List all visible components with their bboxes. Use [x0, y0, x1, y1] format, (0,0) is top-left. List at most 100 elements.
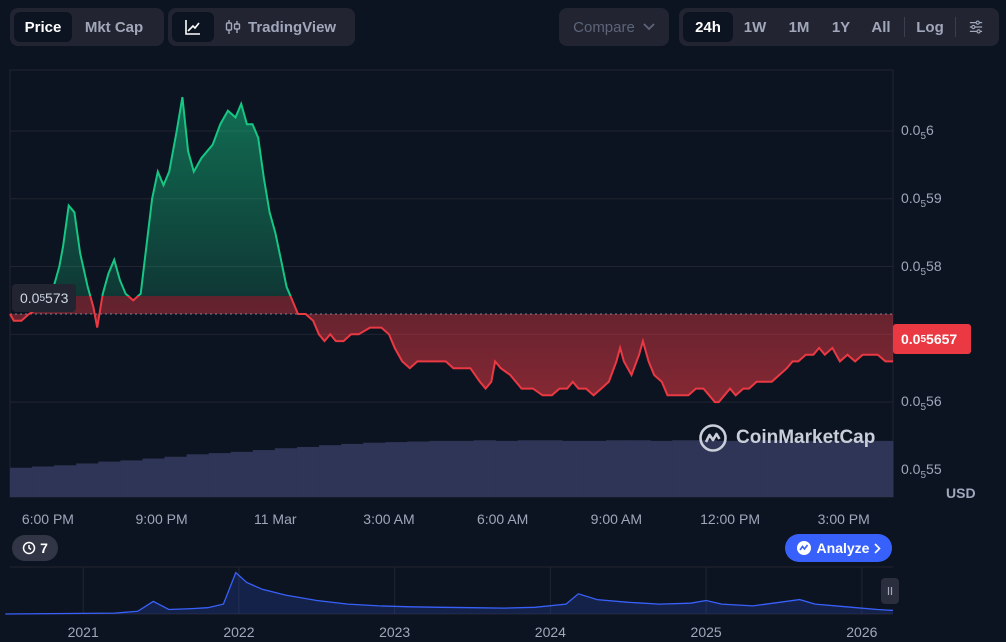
volume-bar	[650, 440, 673, 497]
range-all[interactable]: All	[871, 18, 891, 36]
volume-bar	[142, 458, 166, 497]
current-price-zeros: 5	[920, 333, 927, 345]
open-price-tag: 0.0 5 573	[12, 284, 77, 312]
analyze-button[interactable]: Analyze	[785, 534, 892, 562]
chart-style-toggle: TradingView	[168, 8, 355, 46]
volume-bar	[782, 440, 806, 497]
volume-bar	[385, 442, 408, 497]
volume-bar	[760, 440, 784, 497]
chevron-down-icon	[643, 23, 655, 31]
navigator-year-label: 2021	[67, 624, 99, 640]
x-tick-label: 6:00 AM	[476, 511, 529, 527]
analyze-label: Analyze	[816, 540, 870, 556]
price-line-up	[48, 96, 292, 296]
y-tick-label: 0.0559	[901, 189, 942, 210]
range-1w[interactable]: 1W	[743, 18, 767, 36]
history-count: 7	[40, 540, 48, 556]
area-above-open	[49, 97, 291, 296]
range-1y[interactable]: 1Y	[831, 18, 851, 36]
y-tick-label: 0.0555	[901, 460, 942, 481]
volume-bar	[451, 440, 475, 497]
volume-bar	[120, 460, 143, 497]
navigator-handle[interactable]	[881, 578, 899, 604]
range-selector: 24h 1W 1M 1Y All Log	[679, 8, 999, 46]
compare-label: Compare	[573, 18, 635, 36]
open-price-prefix: 0.0	[20, 290, 40, 306]
currency-label: USD	[946, 485, 976, 501]
volume-bar	[517, 440, 541, 497]
volume-bar	[341, 443, 364, 497]
log-toggle[interactable]: Log	[916, 18, 944, 36]
y-tick-label: 0.0556	[901, 393, 942, 413]
navigator[interactable]	[5, 566, 894, 615]
volume-bar	[274, 448, 298, 497]
volume-bar	[694, 440, 717, 497]
volume-bar	[826, 440, 850, 497]
analyze-icon	[796, 541, 811, 555]
candlestick-icon	[225, 20, 241, 34]
volume-bar	[804, 440, 828, 497]
tab-mkt-cap[interactable]: Mkt Cap	[84, 18, 144, 36]
x-tick-label: 3:00 AM	[363, 511, 415, 527]
history-badge[interactable]: 7	[12, 535, 58, 561]
area-below-open	[10, 296, 893, 403]
volume-bar	[76, 463, 99, 497]
grip-icon	[887, 587, 893, 595]
sliders-icon	[969, 20, 983, 34]
volume-bar	[473, 440, 497, 497]
volume-bar	[429, 440, 452, 497]
volume-bar	[230, 451, 254, 497]
x-tick-label: 6:00 PM	[21, 511, 74, 527]
y-tick-label: 0.0558	[901, 257, 942, 278]
volume-bar	[583, 440, 607, 497]
navigator-year-label: 2025	[690, 624, 722, 640]
y-tick-label: 0.056	[901, 122, 934, 142]
volume-bar	[539, 440, 563, 497]
current-price-tag: 0.0 5 5657	[893, 324, 971, 354]
toolbar-divider	[904, 17, 905, 37]
volume-bar	[606, 440, 629, 497]
navigator-area	[5, 572, 894, 614]
x-tick-label: 12:00 PM	[700, 511, 760, 527]
current-price-prefix: 0.0	[901, 331, 921, 347]
price-areas	[10, 97, 893, 403]
navigator-year-label: 2022	[223, 624, 255, 640]
volume-bar	[164, 456, 188, 497]
volume-bar	[98, 461, 121, 497]
volume-bar	[54, 465, 77, 497]
volume-bar	[319, 445, 342, 497]
line-chart-icon	[185, 20, 200, 35]
x-tick-label: 3:00 PM	[817, 511, 870, 527]
volume-bar	[407, 441, 430, 497]
volume-bar	[208, 453, 232, 497]
history-icon	[22, 541, 36, 555]
navigator-year-label: 2023	[379, 624, 411, 640]
volume-bar	[186, 454, 210, 497]
tab-price[interactable]: Price	[14, 12, 72, 42]
range-1m[interactable]: 1M	[788, 18, 810, 36]
range-24h[interactable]: 24h	[683, 12, 733, 42]
volume-bar	[10, 467, 33, 497]
volume-bar	[870, 440, 894, 497]
volume-bar	[738, 440, 762, 497]
volume-bar	[848, 440, 872, 497]
tradingview-button[interactable]: TradingView	[214, 12, 346, 42]
navigator-year-label: 2026	[846, 624, 878, 640]
price-line-down	[9, 296, 893, 404]
compare-dropdown[interactable]: Compare	[559, 8, 669, 46]
coinmarketcap-watermark: CoinMarketCap	[698, 423, 875, 453]
settings-button[interactable]	[959, 12, 993, 42]
toolbar-divider	[955, 17, 956, 37]
x-tick-label: 9:00 PM	[135, 511, 188, 527]
volume-bar	[495, 440, 519, 497]
volume-bar	[628, 440, 651, 497]
coinmarketcap-logo-icon	[699, 424, 727, 452]
navigator-line	[5, 571, 894, 615]
volume-bar	[716, 440, 739, 497]
line-chart-button[interactable]	[172, 12, 214, 42]
volume-bar	[252, 450, 276, 497]
volume-bar	[296, 446, 320, 497]
x-tick-label: 11 Mar	[253, 511, 297, 527]
navigator-year-label: 2024	[534, 624, 566, 640]
